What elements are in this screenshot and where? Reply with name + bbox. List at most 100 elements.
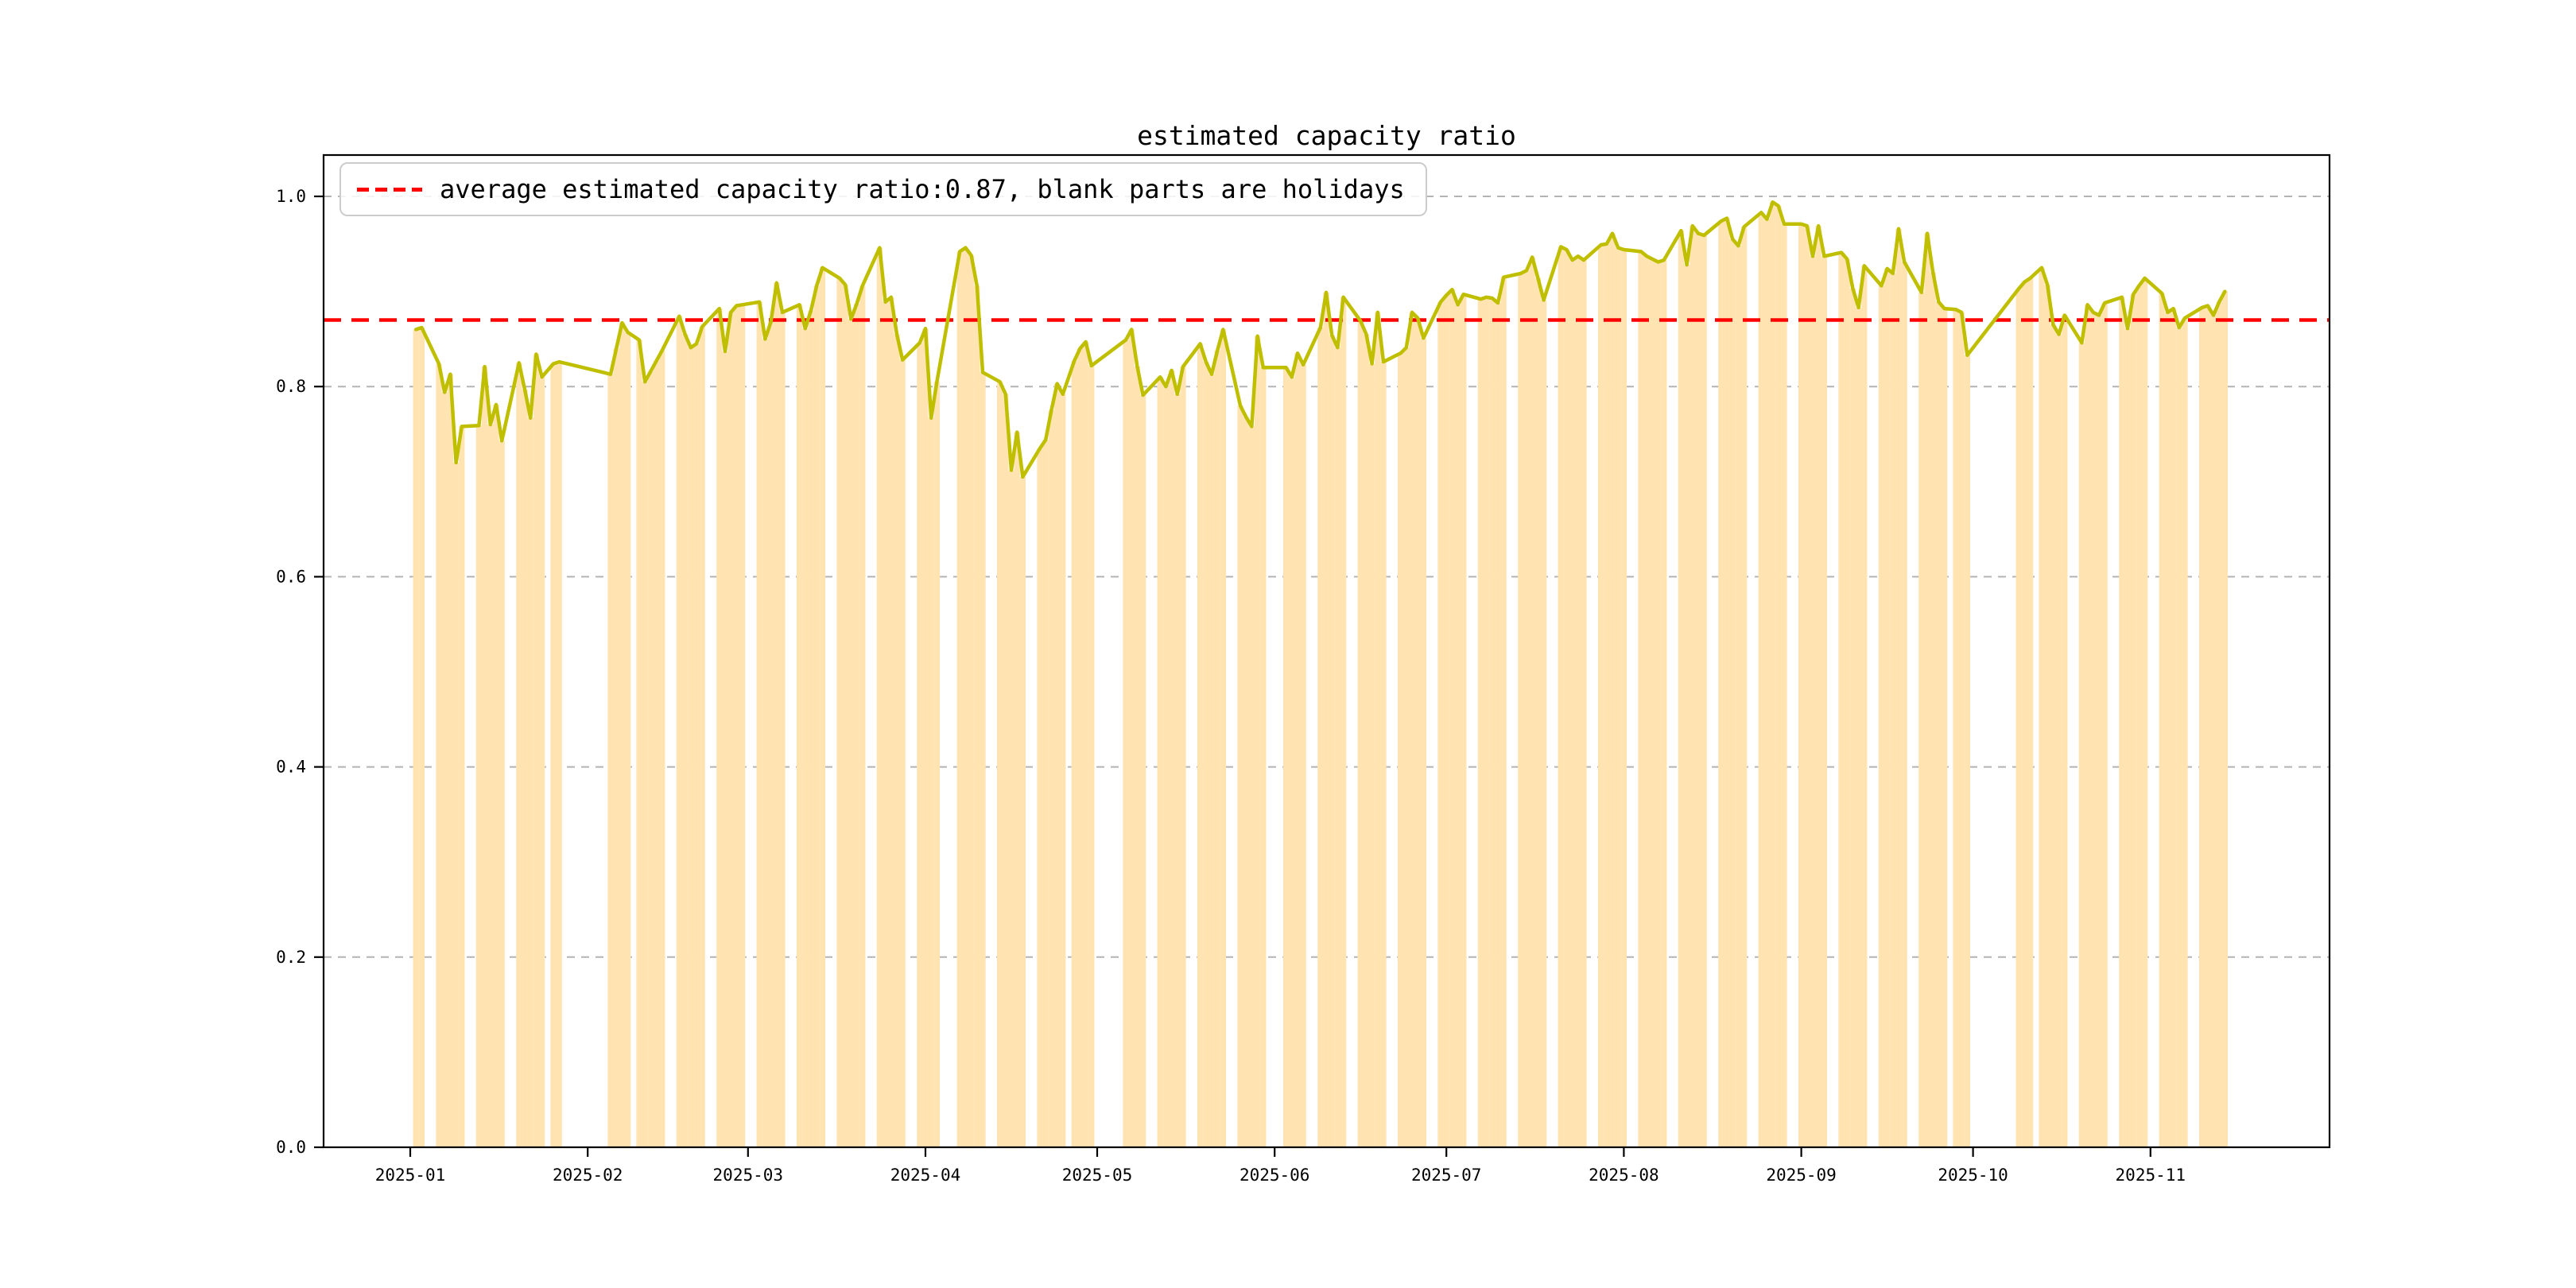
workday-bar (1941, 308, 1948, 1147)
workday-bar (1918, 292, 1925, 1147)
workday-bar (928, 417, 934, 1147)
workday-bar (1375, 312, 1381, 1147)
workday-bar (1563, 249, 1570, 1148)
workday-bar (1901, 262, 1907, 1147)
workday-bar (1363, 334, 1370, 1147)
workday-bar (767, 321, 774, 1147)
workday-bar (1162, 386, 1170, 1147)
workday-bar (481, 367, 488, 1148)
workday-bar (1690, 226, 1696, 1148)
workday-bar (1964, 355, 1971, 1148)
workday-bar (974, 285, 980, 1147)
workday-bar (1540, 300, 1547, 1147)
x-tick-label: 2025-06 (1240, 1166, 1310, 1185)
workday-bar (1243, 417, 1249, 1147)
workday-bar (848, 319, 855, 1147)
workday-bar (1649, 258, 1656, 1148)
workday-bar (1368, 363, 1375, 1147)
workday-bar (688, 347, 694, 1147)
workday-bar (2205, 305, 2211, 1147)
workday-bar (1718, 221, 1724, 1148)
workday-bar (699, 326, 705, 1148)
workday-bar (436, 363, 442, 1147)
workday-bar (1518, 273, 1524, 1147)
x-tick-label: 2025-01 (375, 1166, 446, 1185)
workday-bar (980, 372, 986, 1147)
workday-bar (1008, 470, 1014, 1147)
workday-bar (882, 301, 889, 1147)
workday-bar (1397, 353, 1404, 1148)
workday-bar (1203, 362, 1209, 1148)
workday-bar (2015, 289, 2022, 1147)
workday-bar (2164, 312, 2171, 1147)
workday-bar (1003, 394, 1009, 1147)
workday-bar (516, 363, 522, 1147)
workday-bar (2055, 334, 2062, 1147)
workday-bar (1569, 260, 1576, 1147)
workday-bar (613, 348, 619, 1147)
axes-frame (322, 153, 2331, 1149)
workday-bar (1844, 258, 1850, 1148)
workday-bar (1775, 205, 1782, 1148)
workday-bar (2182, 318, 2188, 1148)
workday-bar (1334, 347, 1341, 1147)
workday-bar (842, 285, 848, 1148)
workday-bar (1878, 285, 1885, 1147)
workday-bar (1581, 260, 1587, 1147)
workday-bar (1615, 247, 1621, 1148)
workday-bar (956, 251, 963, 1147)
workday-bar (452, 462, 460, 1147)
workday-bar (1597, 245, 1604, 1147)
workday-bar (1724, 218, 1730, 1147)
workday-bar (1655, 262, 1662, 1147)
workday-bar (1443, 295, 1449, 1147)
capacity-ratio-line (413, 200, 2227, 479)
workday-bar (733, 305, 740, 1147)
y-tick-label: 0.4 (276, 758, 306, 777)
workday-bar (1477, 299, 1484, 1147)
legend: average estimated capacity ratio:0.87, b… (339, 162, 1427, 216)
workday-bar (1683, 265, 1690, 1147)
x-tick-label: 2025-04 (890, 1166, 961, 1185)
workday-bar (1380, 362, 1387, 1148)
workday-bar (693, 343, 700, 1147)
workday-bar (1575, 256, 1581, 1148)
workday-bar (487, 425, 494, 1147)
workday-bar (1174, 394, 1181, 1147)
workday-bar (1237, 405, 1243, 1147)
workday-bar (1643, 256, 1650, 1148)
workday-bar (1282, 367, 1290, 1147)
workday-bar (1769, 202, 1776, 1148)
workday-bar (1821, 256, 1828, 1148)
workday-bar (2141, 277, 2148, 1147)
workday-bar (762, 339, 769, 1147)
x-tick-label: 2025-07 (1411, 1166, 1482, 1185)
workday-bar (2210, 315, 2217, 1147)
workday-bar (1088, 365, 1095, 1147)
workday-bar (1861, 266, 1868, 1147)
workday-bar (1483, 297, 1490, 1147)
y-tick-label: 1.0 (276, 187, 306, 206)
workday-bar (876, 247, 883, 1148)
workday-bar (2044, 285, 2050, 1148)
workday-bar (1409, 312, 1415, 1147)
workday-bar (1128, 329, 1135, 1148)
workday-bar (1609, 233, 1616, 1147)
workday-bar (1077, 348, 1084, 1147)
workday-bar (1523, 270, 1530, 1147)
workday-bar (2221, 291, 2229, 1148)
workday-bar (996, 382, 1003, 1148)
y-tick-label: 0.6 (276, 567, 306, 586)
workday-bar (899, 359, 906, 1148)
x-tick-labels: 2025-01 2025-02 2025-03 2025-04 2025-05 2025-… (375, 1166, 2186, 1185)
workday-bar (2176, 328, 2182, 1147)
workday-bar (522, 389, 528, 1147)
workday-bar (1168, 370, 1175, 1147)
workday-bar (1958, 312, 1965, 1147)
x-tick-label: 2025-02 (553, 1166, 623, 1185)
workday-bar (681, 334, 689, 1147)
workday-bar (538, 377, 545, 1147)
workday-bar (2124, 328, 2131, 1147)
workday-bar (2062, 315, 2068, 1147)
workday-bar (779, 312, 786, 1147)
